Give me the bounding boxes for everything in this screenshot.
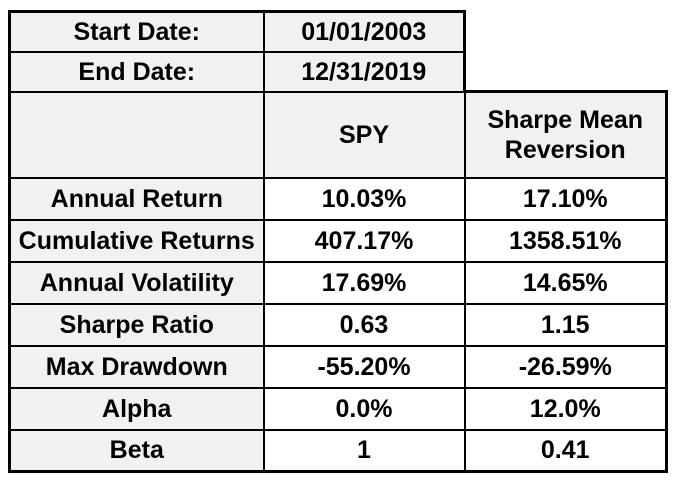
strategy-value-cell: 1358.51%	[463, 218, 668, 263]
spy-value-cell: 10.03%	[262, 176, 466, 221]
empty-cell	[464, 11, 667, 52]
start-date-value-cell: 01/01/2003	[262, 10, 466, 53]
table-row-annual-volatility: Annual Volatility 17.69% 14.65%	[8, 260, 668, 305]
table-row-cumulative-returns: Cumulative Returns 407.17% 1358.51%	[8, 218, 668, 263]
table-row-max-drawdown: Max Drawdown -55.20% -26.59%	[8, 344, 668, 389]
metric-label-cell: Beta	[8, 428, 265, 473]
table-row-annual-return: Annual Return 10.03% 17.10%	[8, 176, 668, 221]
strategy-header-cell: Sharpe Mean Reversion	[463, 90, 668, 179]
spy-value-cell: 17.69%	[262, 260, 466, 305]
metric-label-cell: Cumulative Returns	[8, 218, 265, 263]
start-date-row: Start Date: 01/01/2003	[8, 10, 667, 53]
strategy-value-cell: -26.59%	[463, 344, 668, 389]
spy-value-cell: 0.63	[262, 302, 466, 347]
start-date-label-cell: Start Date:	[8, 10, 265, 53]
spy-value-cell: 1	[262, 428, 466, 473]
performance-table: Start Date: 01/01/2003 End Date: 12/31/2…	[8, 10, 668, 473]
spy-value-cell: -55.20%	[262, 344, 466, 389]
metric-label-cell: Annual Volatility	[8, 260, 265, 305]
metric-label-cell: Sharpe Ratio	[8, 302, 265, 347]
strategy-value-cell: 12.0%	[463, 386, 668, 431]
spy-header-cell: SPY	[262, 90, 466, 179]
backtest-results-container: Start Date: 01/01/2003 End Date: 12/31/2…	[8, 10, 668, 473]
metric-label-cell: Max Drawdown	[8, 344, 265, 389]
spy-value-cell: 407.17%	[262, 218, 466, 263]
strategy-value-cell: 1.15	[463, 302, 668, 347]
empty-cell	[464, 51, 667, 92]
metric-header-cell	[8, 90, 265, 179]
column-header-row: SPY Sharpe Mean Reversion	[8, 90, 668, 179]
table-row-sharpe-ratio: Sharpe Ratio 0.63 1.15	[8, 302, 668, 347]
strategy-value-cell: 14.65%	[463, 260, 668, 305]
metric-label-cell: Alpha	[8, 386, 265, 431]
spy-value-cell: 0.0%	[262, 386, 466, 431]
end-date-label-cell: End Date:	[8, 50, 265, 93]
end-date-row: End Date: 12/31/2019	[8, 50, 667, 93]
table-row-beta: Beta 1 0.41	[8, 428, 668, 473]
strategy-value-cell: 17.10%	[463, 176, 668, 221]
metric-label-cell: Annual Return	[8, 176, 265, 221]
end-date-value-cell: 12/31/2019	[262, 50, 466, 93]
strategy-value-cell: 0.41	[463, 428, 668, 473]
table-row-alpha: Alpha 0.0% 12.0%	[8, 386, 668, 431]
